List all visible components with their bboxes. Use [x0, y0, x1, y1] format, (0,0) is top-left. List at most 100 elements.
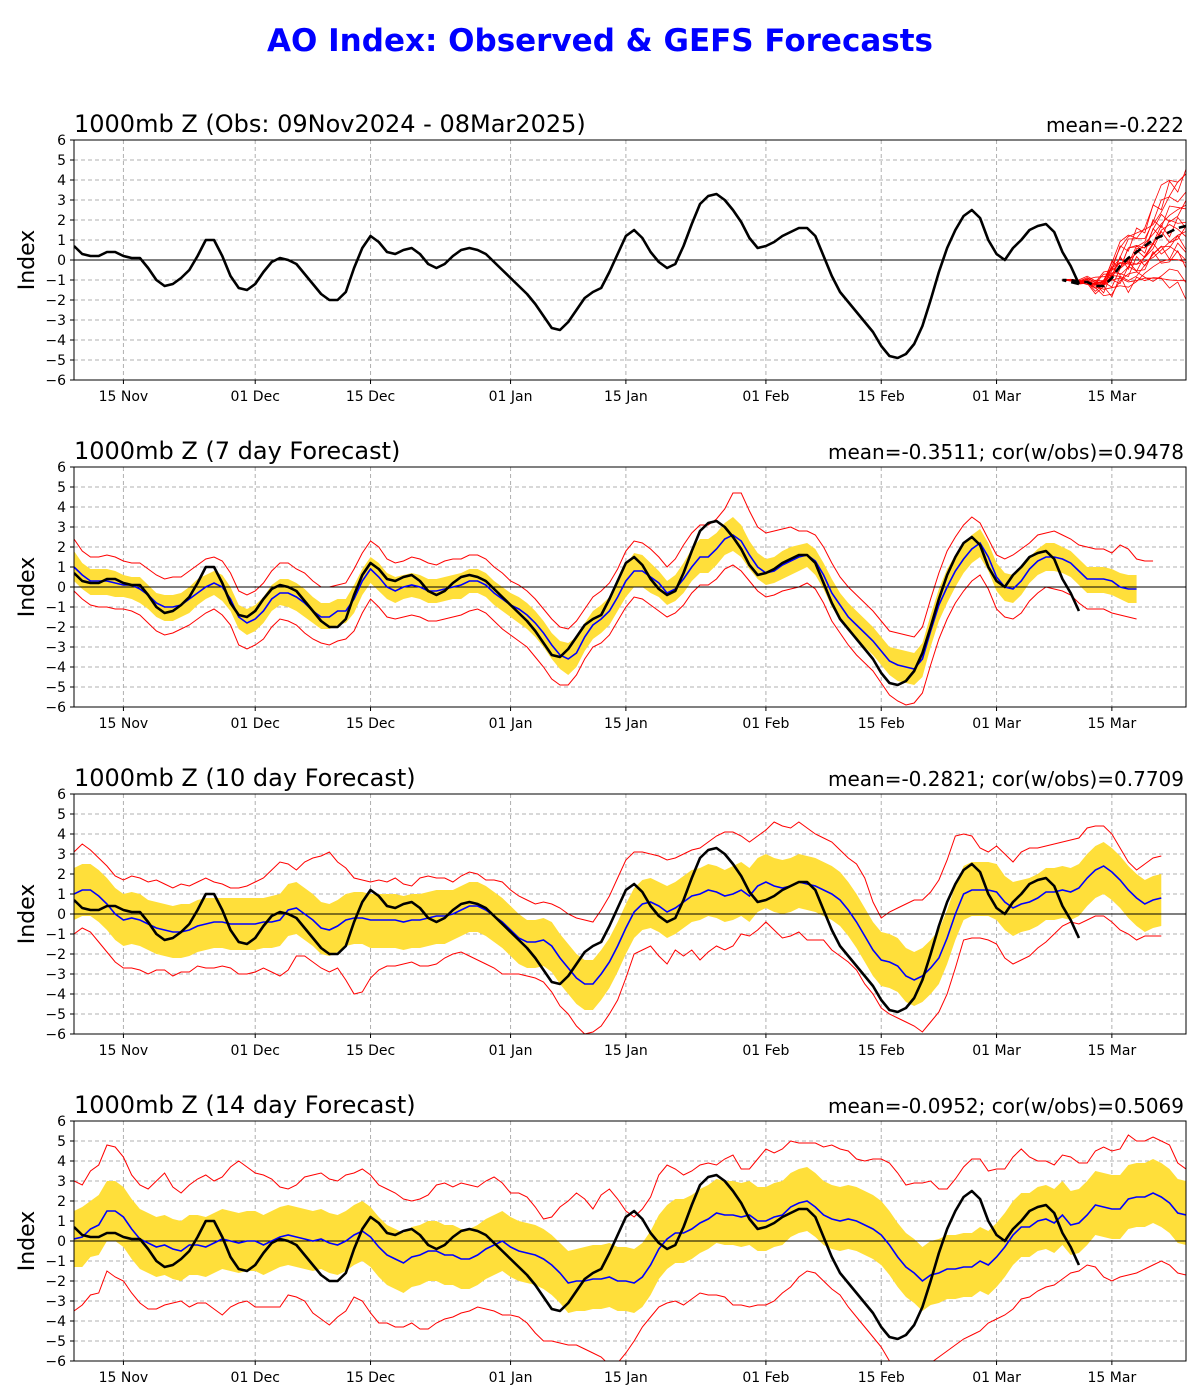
y-tick-label: 5 [57, 1134, 66, 1150]
ensemble-max-line [74, 1134, 1186, 1220]
x-axis: 15 Nov 01 Dec 15 Dec 01 Jan 15 Jan 01 Feb 15 F… [99, 1034, 1136, 1059]
series-group [74, 1134, 1186, 1361]
y-tick-label: −6 [45, 700, 66, 716]
x-tick-label: 01 Jan [489, 389, 533, 405]
x-axis: 15 Nov 01 Dec 15 Dec 01 Jan 15 Jan 01 Feb 15 F… [99, 380, 1137, 405]
x-tick-label: 15 Feb [858, 389, 905, 405]
y-tick-label: −5 [45, 1007, 66, 1023]
x-tick-label: 01 Mar [972, 1043, 1021, 1059]
x-tick-label: 15 Jan [604, 716, 648, 732]
panel-title: 1000mb Z (10 day Forecast) [74, 764, 416, 792]
x-tick-label: 15 Nov [99, 1043, 149, 1059]
ensemble-min-line [74, 1260, 1186, 1361]
y-tick-label: 0 [57, 253, 66, 269]
y-tick-label: 4 [57, 500, 66, 516]
x-axis: 15 Nov 01 Dec 15 Dec 01 Jan 15 Jan 01 Feb 15 F… [99, 1361, 1136, 1386]
x-tick-label: 15 Dec [346, 1043, 395, 1059]
x-tick-label: 01 Mar [972, 1370, 1021, 1386]
y-axis-label: Index [15, 884, 40, 945]
y-axis: −6 −5 −4 −3 −2 −1 0 1 2 3 4 5 6 [45, 460, 74, 716]
y-tick-label: −4 [45, 987, 66, 1003]
x-tick-label: 15 Nov [99, 716, 149, 732]
y-tick-label: 6 [57, 787, 66, 803]
ensemble-mean-line [74, 865, 1162, 985]
series-group [74, 492, 1186, 706]
forecast-mean-line [1062, 224, 1186, 288]
y-tick-label: −5 [45, 1334, 66, 1350]
series-group [74, 167, 1186, 360]
y-axis: −6 −5 −4 −3 −2 −1 0 1 2 3 4 5 6 [45, 787, 74, 1043]
y-tick-label: −3 [45, 1294, 66, 1310]
ensemble-min-line [74, 915, 1162, 1034]
ensemble-spread-band [74, 842, 1162, 1010]
y-tick-label: 4 [57, 1154, 66, 1170]
y-tick-label: −1 [45, 927, 66, 943]
y-tick-label: 1 [57, 233, 66, 249]
x-tick-label: 01 Dec [231, 389, 280, 405]
ensemble-min-line [74, 564, 1137, 706]
y-tick-label: −6 [45, 373, 66, 389]
panel-1: −6 −5 −4 −3 −2 −1 0 1 2 3 4 5 6 15 Nov 01 Dec 15 Dec 01 … [15, 110, 1187, 405]
x-tick-label: 01 Mar [972, 716, 1021, 732]
y-tick-label: −4 [45, 333, 66, 349]
x-tick-label: 01 Feb [742, 1370, 789, 1386]
panel-stat: mean=-0.222 [1046, 113, 1184, 137]
x-tick-label: 01 Dec [231, 716, 280, 732]
y-tick-label: −3 [45, 967, 66, 983]
y-tick-label: 5 [57, 153, 66, 169]
y-tick-label: −3 [45, 313, 66, 329]
panel-title: 1000mb Z (Obs: 09Nov2024 - 08Mar2025) [74, 110, 586, 138]
y-tick-label: −5 [45, 353, 66, 369]
x-tick-label: 15 Jan [604, 1370, 648, 1386]
series-group [74, 821, 1186, 1034]
panel-3: −6 −5 −4 −3 −2 −1 0 1 2 3 4 5 6 15 Nov 01 Dec 15 Dec 01 … [15, 764, 1187, 1059]
y-tick-label: 3 [57, 520, 66, 536]
x-tick-label: 15 Dec [346, 389, 395, 405]
y-tick-label: 6 [57, 133, 66, 149]
ensemble-max-line [74, 821, 1162, 923]
y-axis-label: Index [15, 230, 40, 291]
x-tick-label: 15 Nov [99, 1370, 149, 1386]
panel-4: −6 −5 −4 −3 −2 −1 0 1 2 3 4 5 6 15 Nov 01 Dec 15 Dec 01 … [15, 1091, 1187, 1386]
y-axis: −6 −5 −4 −3 −2 −1 0 1 2 3 4 5 6 [45, 133, 74, 389]
ensemble-member-line [1062, 173, 1186, 285]
ensemble-spread-band [74, 1159, 1186, 1313]
y-tick-label: 0 [57, 907, 66, 923]
y-tick-label: 3 [57, 193, 66, 209]
chart-title: AO Index: Observed & GEFS Forecasts [267, 23, 933, 59]
panel-title: 1000mb Z (14 day Forecast) [74, 1091, 416, 1119]
panel-stat: mean=-0.0952; cor(w/obs)=0.5069 [828, 1094, 1184, 1118]
y-tick-label: −2 [45, 620, 66, 636]
y-tick-label: 1 [57, 1214, 66, 1230]
y-tick-label: −1 [45, 273, 66, 289]
panel-stat: mean=-0.3511; cor(w/obs)=0.9478 [828, 440, 1184, 464]
y-tick-label: 5 [57, 807, 66, 823]
x-tick-label: 01 Dec [231, 1370, 280, 1386]
y-tick-label: 1 [57, 560, 66, 576]
x-tick-label: 15 Mar [1088, 389, 1137, 405]
x-tick-label: 01 Jan [489, 1043, 533, 1059]
y-axis: −6 −5 −4 −3 −2 −1 0 1 2 3 4 5 6 [45, 1114, 74, 1370]
y-tick-label: 3 [57, 847, 66, 863]
y-tick-label: −6 [45, 1027, 66, 1043]
y-tick-label: 0 [57, 580, 66, 596]
ensemble-mean-line [74, 534, 1137, 670]
y-tick-label: −6 [45, 1354, 66, 1370]
y-tick-label: −5 [45, 680, 66, 696]
ensemble-mean-line [74, 1192, 1186, 1284]
x-tick-label: 01 Dec [231, 1043, 280, 1059]
x-tick-label: 01 Mar [972, 389, 1021, 405]
ensemble-spread-band [74, 517, 1137, 685]
y-tick-label: −1 [45, 1254, 66, 1270]
y-tick-label: 5 [57, 480, 66, 496]
y-axis-label: Index [15, 1211, 40, 1272]
y-tick-label: 2 [57, 867, 66, 883]
y-tick-label: 4 [57, 827, 66, 843]
ensemble-max-line [74, 492, 1154, 638]
y-tick-label: 0 [57, 1234, 66, 1250]
x-tick-label: 15 Feb [858, 1370, 905, 1386]
y-tick-label: −4 [45, 1314, 66, 1330]
y-tick-label: −4 [45, 660, 66, 676]
y-tick-label: 2 [57, 213, 66, 229]
